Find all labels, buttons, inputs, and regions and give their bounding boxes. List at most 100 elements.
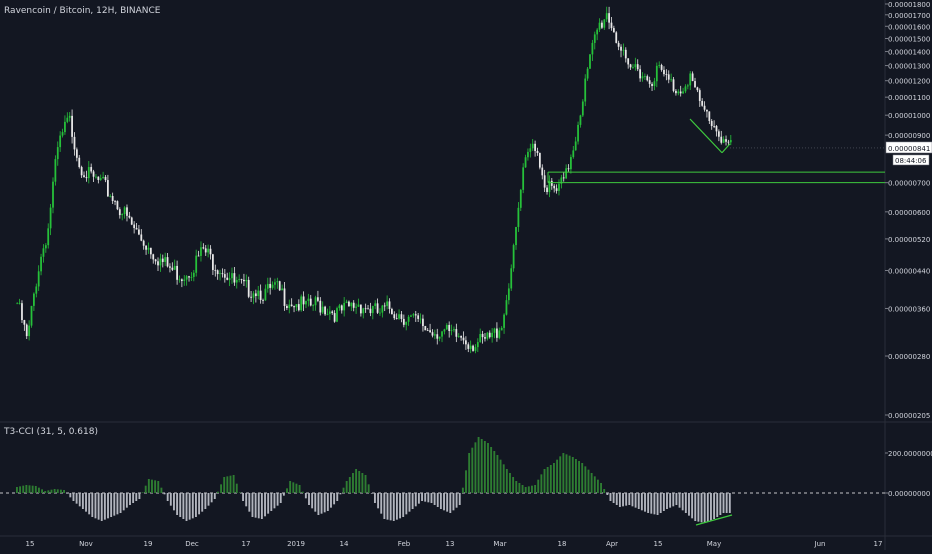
- time-tick-label: Nov: [79, 540, 93, 548]
- indicator-bar: [606, 493, 609, 495]
- countdown-box: [892, 154, 930, 166]
- price-tick-label: 0.00001500: [888, 35, 930, 43]
- candle-body: [188, 276, 190, 278]
- candle-body: [467, 344, 470, 349]
- candle-body: [66, 117, 69, 122]
- indicator-bar: [113, 493, 116, 516]
- indicator-bar: [414, 493, 417, 507]
- price-tick-label: 0.00000280: [888, 353, 930, 361]
- indicator-bar: [276, 493, 279, 506]
- candle-body: [111, 196, 114, 201]
- indicator-bar: [311, 493, 314, 509]
- candle-body: [677, 91, 680, 94]
- time-tick-label: Dec: [185, 540, 199, 548]
- indicator-bar: [556, 459, 559, 493]
- candle-body: [371, 306, 374, 314]
- candle-body: [698, 90, 701, 102]
- candle-body: [433, 334, 436, 336]
- time-tick-label: Apr: [606, 540, 618, 548]
- indicator-bar: [345, 481, 348, 493]
- candle-body: [192, 272, 195, 277]
- indicator-bar: [684, 493, 687, 513]
- candle-body: [429, 330, 431, 333]
- indicator-bar: [395, 493, 398, 520]
- indicator-bar: [531, 485, 533, 493]
- indicator-bar: [298, 485, 301, 493]
- indicator-bar: [546, 467, 549, 493]
- indicator-bar: [81, 493, 84, 509]
- candle-body: [474, 347, 477, 351]
- candle-body: [558, 183, 560, 191]
- indicator-bar: [392, 493, 395, 521]
- indicator-bar: [455, 493, 458, 508]
- candle-body: [295, 304, 298, 308]
- candle-body: [648, 80, 651, 84]
- indicator-bar: [257, 493, 260, 519]
- candle-body: [364, 308, 367, 310]
- indicator-bar: [330, 493, 332, 508]
- candle-body: [197, 255, 200, 257]
- time-tick-label: Mar: [493, 540, 506, 548]
- candle-body: [221, 273, 224, 275]
- indicator-bar: [188, 493, 191, 520]
- candle-body: [457, 335, 460, 337]
- candle-body: [128, 215, 131, 218]
- indicator-bar: [220, 484, 223, 493]
- indicator-bar: [163, 493, 166, 495]
- indicator: 200.00000000 0.00000000: [0, 437, 932, 526]
- indicator-bar: [417, 493, 420, 504]
- candle-body: [534, 143, 536, 151]
- candle-body: [250, 296, 252, 298]
- indicator-bar: [383, 493, 386, 519]
- candle-body: [412, 314, 415, 316]
- candle-body: [307, 298, 310, 301]
- candle-body: [52, 181, 54, 208]
- candle-body: [691, 73, 694, 82]
- time-axis: 15 Nov 19 Dec 17 2019 14 Feb 13 Mar 18 Apr 15 May Jun 1…: [26, 540, 883, 548]
- indicator-bar: [191, 493, 194, 519]
- indicator-bar: [195, 493, 197, 517]
- candle-body: [145, 245, 147, 250]
- price-tick-label: 0.00001800: [888, 1, 930, 9]
- candle-body: [324, 306, 326, 315]
- candle-body: [445, 324, 448, 330]
- candle-body: [424, 326, 427, 331]
- candle-body: [42, 248, 45, 257]
- indicator-bar: [254, 493, 257, 518]
- candle-body: [646, 76, 649, 81]
- candle-body: [560, 177, 563, 184]
- indicator-bar: [571, 457, 574, 493]
- indicator-bar: [141, 492, 144, 493]
- candle-body: [109, 196, 112, 197]
- indicator-bar: [110, 493, 113, 517]
- candle-body: [629, 64, 632, 68]
- indicator-bar: [436, 493, 439, 507]
- indicator-bar: [688, 493, 690, 516]
- trend-line-price-end: [721, 143, 731, 154]
- indicator-bar: [439, 493, 442, 509]
- indicator-bar: [553, 463, 555, 493]
- indicator-bar: [223, 477, 226, 493]
- candle-body: [376, 303, 379, 313]
- indicator-bar: [615, 493, 618, 505]
- indicator-bar: [166, 493, 169, 501]
- price-axis: 0.00001800 0.00001700 0.00001600 0.00001500…: [885, 1, 930, 420]
- candle-body: [589, 54, 591, 69]
- indicator-bar: [637, 493, 640, 509]
- candle-body: [157, 261, 159, 266]
- candle-body: [515, 226, 517, 246]
- indicator-bar: [78, 493, 81, 507]
- indicator-bar: [681, 493, 684, 511]
- candle-body: [670, 79, 673, 81]
- candle-body: [682, 91, 684, 94]
- candle-body: [562, 177, 565, 179]
- candle-body: [114, 200, 116, 202]
- indicator-bar: [612, 493, 615, 503]
- candle-body: [140, 234, 143, 241]
- indicator-bar: [656, 493, 659, 515]
- indicator-bar: [248, 493, 251, 512]
- candle-body: [178, 279, 181, 281]
- indicator-bar: [129, 493, 131, 505]
